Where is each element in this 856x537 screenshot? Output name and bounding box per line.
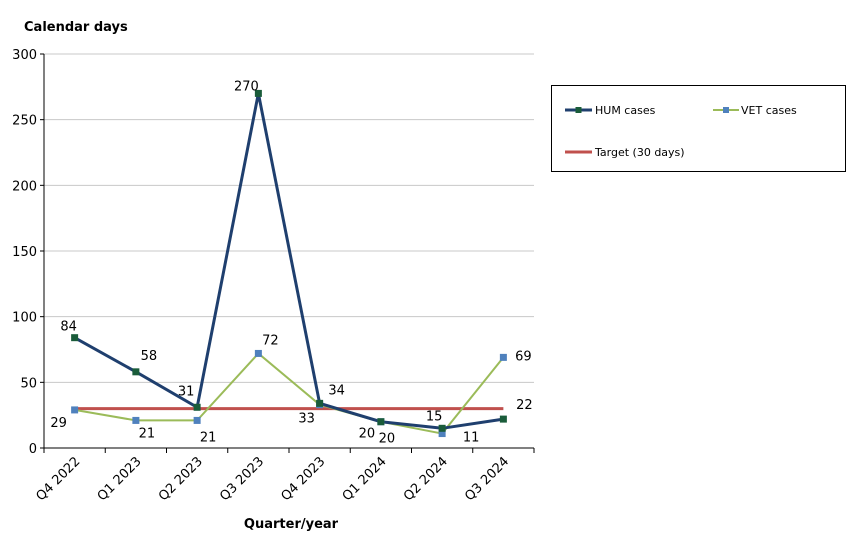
vet-point [193, 416, 201, 424]
hum-data-label: 15 [426, 409, 443, 424]
legend-vet-label: VET cases [741, 104, 797, 117]
legend-hum-label: HUM cases [595, 104, 656, 117]
hum-point [71, 334, 79, 342]
vet-point [132, 416, 140, 424]
x-tick-label: Q4 2023 [278, 454, 328, 504]
legend-target-label: Target (30 days) [594, 146, 685, 159]
y-tick-label: 300 [12, 48, 37, 63]
x-tick-label: Q3 2024 [462, 454, 512, 504]
y-tick-label: 0 [29, 442, 37, 457]
series [71, 89, 507, 438]
vet-data-label: 69 [515, 349, 532, 364]
legend-vet-marker [723, 107, 729, 113]
hum-point [499, 415, 507, 423]
legend-hum-marker [575, 107, 582, 113]
x-tick-label: Q1 2023 [95, 454, 145, 504]
vet-data-label: 21 [200, 430, 217, 445]
x-tick-label: Q2 2024 [401, 454, 451, 504]
vet-data-label: 11 [463, 431, 480, 446]
vet-data-label: 33 [298, 412, 315, 427]
vet-point [254, 349, 262, 357]
x-axis-title: Quarter/year [244, 517, 339, 532]
vet-data-label: 72 [262, 333, 279, 348]
y-tick-label: 250 [12, 114, 37, 129]
y-tick-label: 150 [12, 245, 37, 260]
hum-data-label: 34 [328, 383, 345, 398]
hum-data-label: 58 [141, 349, 158, 364]
x-tick-label: Q2 2023 [156, 454, 206, 504]
legend-box [551, 85, 846, 172]
vet-point [71, 406, 79, 414]
vet-data-label: 29 [50, 416, 67, 431]
hum-point [193, 403, 201, 411]
y-tick-label: 50 [20, 376, 37, 391]
y-tick-label: 200 [12, 179, 37, 194]
data-labels: 84 58 31 270 34 20 15 22 29 21 21 72 33 20 11 69 [50, 79, 532, 446]
hum-data-label: 22 [516, 398, 533, 413]
hum-point [316, 399, 324, 407]
gridlines [44, 53, 534, 383]
x-tick-label: Q4 2022 [33, 454, 83, 504]
hum-data-label: 20 [359, 427, 376, 442]
hum-point [254, 89, 262, 97]
x-tick-label: Q3 2023 [217, 454, 267, 504]
vet-point [499, 353, 507, 361]
x-tick-label: Q1 2024 [340, 454, 390, 504]
hum-point [377, 418, 385, 426]
hum-series-line [73, 93, 504, 430]
hum-point [132, 368, 140, 376]
vet-series-line [74, 352, 505, 435]
vet-data-label: 20 [379, 432, 396, 447]
vet-data-label: 21 [139, 426, 156, 441]
hum-data-label: 270 [234, 79, 259, 94]
hum-point [438, 424, 446, 432]
y-axis-title: Calendar days [24, 20, 128, 35]
y-tick-label: 100 [12, 311, 37, 326]
vet-point [438, 430, 446, 438]
hum-data-label: 31 [178, 384, 195, 399]
hum-data-label: 84 [60, 320, 77, 335]
legend: HUM cases VET cases Target (30 days) [551, 85, 846, 172]
